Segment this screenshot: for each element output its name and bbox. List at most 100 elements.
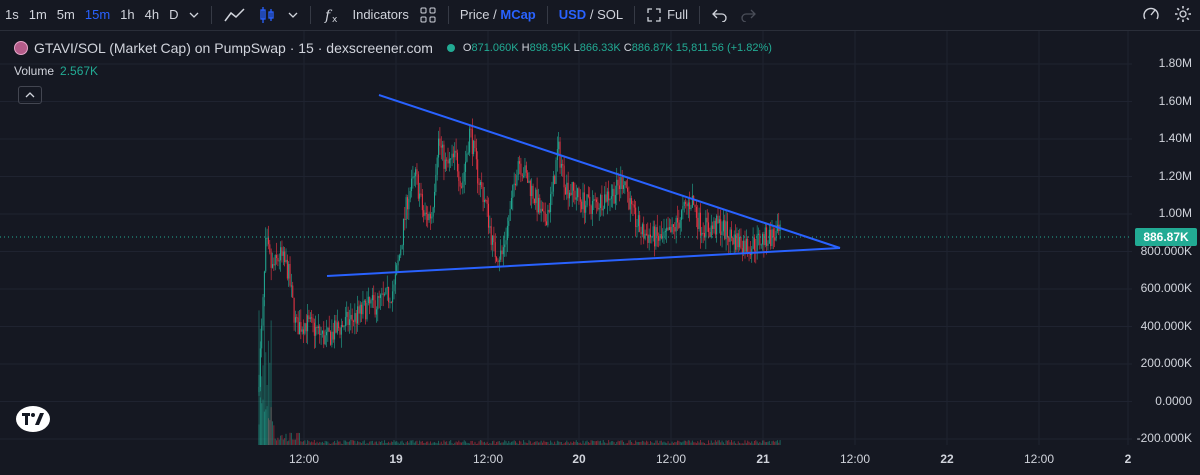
high-value: 898.95K [529,42,571,54]
line-chart-icon[interactable] [218,0,252,30]
volume-bar [405,442,407,445]
undo-icon[interactable] [706,0,734,30]
interval-D[interactable]: D [169,7,179,22]
price-option[interactable]: Price [459,7,490,22]
candle-body [708,222,710,233]
interval-1s[interactable]: 1s [5,7,19,22]
volume-bar [602,440,604,445]
candle-body [552,175,554,192]
volume-bar [276,440,278,445]
candle-body [293,297,295,323]
volume-bar [347,442,349,445]
volume-bar [456,442,458,445]
price-tick-label: 0.0000 [1155,393,1192,408]
usd-option[interactable]: USD [558,7,587,22]
volume-bar [689,440,691,445]
chevron-down-icon[interactable] [282,0,304,30]
candle-body [342,324,344,328]
volume-bar [301,441,303,445]
volume-bar [343,440,345,445]
candle-body [679,219,681,228]
candle-body [446,159,448,161]
candle-body [361,304,363,315]
volume-bar [586,440,588,445]
volume-bar [643,441,645,445]
candle-body [597,202,599,210]
candles-icon[interactable] [252,0,282,30]
candle-body [525,165,527,173]
candle-body [631,198,633,205]
candle-body [739,236,741,248]
candle-body [551,191,553,195]
layout-grid-icon[interactable] [414,0,442,30]
candle-body [284,251,286,263]
collapse-legend-button[interactable] [18,86,42,104]
volume-bar [384,440,386,445]
candle-body [461,186,462,188]
candle-body [641,224,643,235]
speedometer-icon[interactable] [1142,5,1160,26]
volume-bar [728,440,730,445]
mcap-option[interactable]: MCap [500,7,536,22]
candle-body [625,181,627,188]
volume-bar [501,442,503,445]
volume-bar [596,441,597,445]
candle-body [400,249,402,256]
volume-bar [662,442,664,445]
currency-toggle[interactable]: USD / SOL [554,0,628,30]
candle-body [725,221,727,240]
volume-bar [725,440,727,445]
candle-body [768,229,770,244]
candle-body [685,202,687,204]
gear-icon[interactable] [1174,5,1192,26]
volume-bar [324,440,326,445]
candle-body [500,250,502,260]
candle-body [272,264,273,268]
volume-bar [442,443,444,445]
volume-bar [581,443,583,445]
interval-5m[interactable]: 5m [56,7,75,22]
candle-body [297,317,299,335]
tradingview-logo-icon[interactable] [16,406,50,432]
volume-bar [262,365,264,445]
volume-bar [327,441,329,445]
candle-body [375,309,377,315]
candle-body [276,255,278,259]
sol-option[interactable]: SOL [597,7,624,22]
indicators-button[interactable]: Indicators [352,7,409,22]
candle-body [640,231,642,235]
time-tick-label: 12:00 [1023,452,1055,466]
price-chart[interactable] [0,31,1200,475]
trendline-lower [326,247,841,277]
candle-body [686,203,688,207]
volume-bar [668,443,670,445]
volume-bar [263,300,265,445]
fullscreen-icon[interactable] [641,0,667,30]
volume-bar [741,443,743,445]
full-button[interactable]: Full [667,7,689,22]
candle-body [432,207,434,217]
candle-body [578,188,580,198]
volume-bar [284,438,286,445]
candle-body [312,318,314,323]
candle-body [627,187,629,192]
open-label: O [462,42,472,54]
volume-bar [712,442,714,445]
volume-bar [714,440,716,445]
interval-4h[interactable]: 4h [144,7,160,22]
redo-icon[interactable] [734,0,762,30]
candle-body [704,233,705,238]
candle-body [581,201,583,210]
candle-body [269,244,271,253]
chevron-down-icon[interactable] [183,0,205,30]
price-toggle[interactable]: Price / MCap [455,0,541,30]
interval-1m[interactable]: 1m [28,7,47,22]
volume-bar [285,433,287,445]
volume-bar [771,441,773,445]
volume-bar [297,432,299,445]
interval-1h[interactable]: 1h [120,7,135,22]
candle-body [587,194,589,197]
volume-bar [756,441,758,445]
interval-15m[interactable]: 15m [84,7,111,22]
